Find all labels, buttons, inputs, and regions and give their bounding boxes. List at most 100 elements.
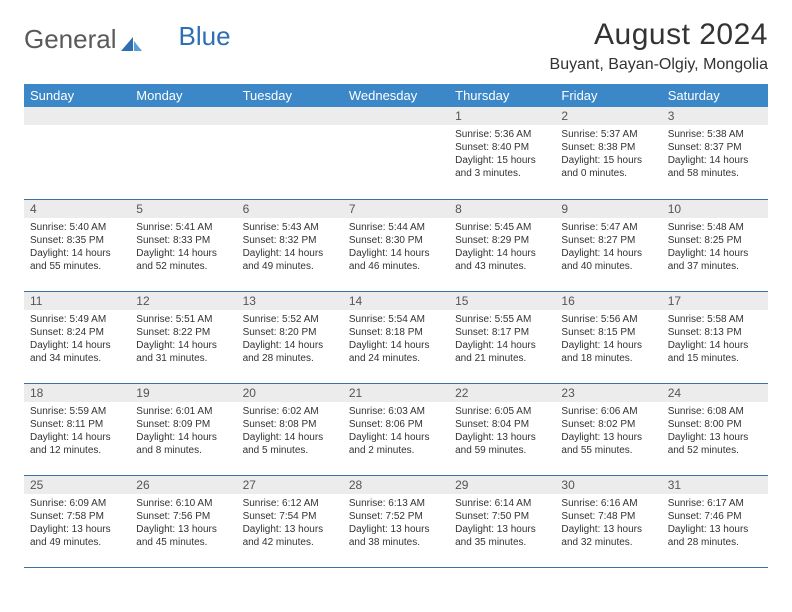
day-cell-13: 13Sunrise: 5:52 AMSunset: 8:20 PMDayligh…	[237, 291, 343, 383]
day-number: 24	[662, 384, 768, 402]
day-number: 29	[449, 476, 555, 494]
day-details: Sunrise: 6:09 AMSunset: 7:58 PMDaylight:…	[24, 494, 130, 553]
brand-text-1: General	[24, 24, 117, 55]
day-cell-23: 23Sunrise: 6:06 AMSunset: 8:02 PMDayligh…	[555, 383, 661, 475]
day-number: 22	[449, 384, 555, 402]
day-details: Sunrise: 5:52 AMSunset: 8:20 PMDaylight:…	[237, 310, 343, 369]
day-cell-9: 9Sunrise: 5:47 AMSunset: 8:27 PMDaylight…	[555, 199, 661, 291]
day-details: Sunrise: 5:40 AMSunset: 8:35 PMDaylight:…	[24, 218, 130, 277]
day-details: Sunrise: 5:43 AMSunset: 8:32 PMDaylight:…	[237, 218, 343, 277]
day-details: Sunrise: 6:05 AMSunset: 8:04 PMDaylight:…	[449, 402, 555, 461]
day-cell-20: 20Sunrise: 6:02 AMSunset: 8:08 PMDayligh…	[237, 383, 343, 475]
day-cell-7: 7Sunrise: 5:44 AMSunset: 8:30 PMDaylight…	[343, 199, 449, 291]
day-number: 23	[555, 384, 661, 402]
day-cell-1: 1Sunrise: 5:36 AMSunset: 8:40 PMDaylight…	[449, 107, 555, 199]
day-cell-4: 4Sunrise: 5:40 AMSunset: 8:35 PMDaylight…	[24, 199, 130, 291]
day-cell-2: 2Sunrise: 5:37 AMSunset: 8:38 PMDaylight…	[555, 107, 661, 199]
day-cell-21: 21Sunrise: 6:03 AMSunset: 8:06 PMDayligh…	[343, 383, 449, 475]
day-number: 6	[237, 200, 343, 218]
day-cell-24: 24Sunrise: 6:08 AMSunset: 8:00 PMDayligh…	[662, 383, 768, 475]
day-number: 2	[555, 107, 661, 125]
month-title: August 2024	[550, 18, 768, 52]
day-cell-19: 19Sunrise: 6:01 AMSunset: 8:09 PMDayligh…	[130, 383, 236, 475]
day-details: Sunrise: 5:55 AMSunset: 8:17 PMDaylight:…	[449, 310, 555, 369]
day-details: Sunrise: 5:49 AMSunset: 8:24 PMDaylight:…	[24, 310, 130, 369]
day-cell-18: 18Sunrise: 5:59 AMSunset: 8:11 PMDayligh…	[24, 383, 130, 475]
day-details: Sunrise: 6:14 AMSunset: 7:50 PMDaylight:…	[449, 494, 555, 553]
day-details: Sunrise: 6:08 AMSunset: 8:00 PMDaylight:…	[662, 402, 768, 461]
day-details: Sunrise: 5:54 AMSunset: 8:18 PMDaylight:…	[343, 310, 449, 369]
day-cell-6: 6Sunrise: 5:43 AMSunset: 8:32 PMDaylight…	[237, 199, 343, 291]
day-cell-29: 29Sunrise: 6:14 AMSunset: 7:50 PMDayligh…	[449, 475, 555, 567]
day-number: 17	[662, 292, 768, 310]
day-number: 12	[130, 292, 236, 310]
empty-cell	[237, 107, 343, 199]
dayheader-sunday: Sunday	[24, 84, 130, 107]
day-cell-3: 3Sunrise: 5:38 AMSunset: 8:37 PMDaylight…	[662, 107, 768, 199]
day-number: 14	[343, 292, 449, 310]
day-cell-26: 26Sunrise: 6:10 AMSunset: 7:56 PMDayligh…	[130, 475, 236, 567]
brand-logo: General Blue	[24, 18, 231, 55]
day-cell-25: 25Sunrise: 6:09 AMSunset: 7:58 PMDayligh…	[24, 475, 130, 567]
dayheader-saturday: Saturday	[662, 84, 768, 107]
day-cell-16: 16Sunrise: 5:56 AMSunset: 8:15 PMDayligh…	[555, 291, 661, 383]
dayheader-friday: Friday	[555, 84, 661, 107]
day-number: 1	[449, 107, 555, 125]
dayheader-wednesday: Wednesday	[343, 84, 449, 107]
empty-cell	[130, 107, 236, 199]
empty-cell	[343, 107, 449, 199]
day-number: 30	[555, 476, 661, 494]
day-details: Sunrise: 6:16 AMSunset: 7:48 PMDaylight:…	[555, 494, 661, 553]
day-details: Sunrise: 5:44 AMSunset: 8:30 PMDaylight:…	[343, 218, 449, 277]
day-number: 9	[555, 200, 661, 218]
day-details: Sunrise: 6:17 AMSunset: 7:46 PMDaylight:…	[662, 494, 768, 553]
day-cell-11: 11Sunrise: 5:49 AMSunset: 8:24 PMDayligh…	[24, 291, 130, 383]
day-number: 16	[555, 292, 661, 310]
day-details: Sunrise: 5:47 AMSunset: 8:27 PMDaylight:…	[555, 218, 661, 277]
day-details: Sunrise: 5:45 AMSunset: 8:29 PMDaylight:…	[449, 218, 555, 277]
day-number: 18	[24, 384, 130, 402]
day-details: Sunrise: 5:51 AMSunset: 8:22 PMDaylight:…	[130, 310, 236, 369]
day-number: 19	[130, 384, 236, 402]
dayheader-thursday: Thursday	[449, 84, 555, 107]
day-details: Sunrise: 6:06 AMSunset: 8:02 PMDaylight:…	[555, 402, 661, 461]
day-cell-31: 31Sunrise: 6:17 AMSunset: 7:46 PMDayligh…	[662, 475, 768, 567]
day-details: Sunrise: 5:36 AMSunset: 8:40 PMDaylight:…	[449, 125, 555, 184]
day-number: 4	[24, 200, 130, 218]
day-number: 21	[343, 384, 449, 402]
day-cell-12: 12Sunrise: 5:51 AMSunset: 8:22 PMDayligh…	[130, 291, 236, 383]
day-details: Sunrise: 6:03 AMSunset: 8:06 PMDaylight:…	[343, 402, 449, 461]
calendar-table: SundayMondayTuesdayWednesdayThursdayFrid…	[24, 84, 768, 568]
day-cell-5: 5Sunrise: 5:41 AMSunset: 8:33 PMDaylight…	[130, 199, 236, 291]
day-details: Sunrise: 5:41 AMSunset: 8:33 PMDaylight:…	[130, 218, 236, 277]
day-details: Sunrise: 6:13 AMSunset: 7:52 PMDaylight:…	[343, 494, 449, 553]
day-details: Sunrise: 6:12 AMSunset: 7:54 PMDaylight:…	[237, 494, 343, 553]
day-number: 25	[24, 476, 130, 494]
day-cell-15: 15Sunrise: 5:55 AMSunset: 8:17 PMDayligh…	[449, 291, 555, 383]
day-details: Sunrise: 5:38 AMSunset: 8:37 PMDaylight:…	[662, 125, 768, 184]
day-cell-28: 28Sunrise: 6:13 AMSunset: 7:52 PMDayligh…	[343, 475, 449, 567]
day-details: Sunrise: 5:48 AMSunset: 8:25 PMDaylight:…	[662, 218, 768, 277]
day-details: Sunrise: 5:37 AMSunset: 8:38 PMDaylight:…	[555, 125, 661, 184]
day-cell-10: 10Sunrise: 5:48 AMSunset: 8:25 PMDayligh…	[662, 199, 768, 291]
day-details: Sunrise: 5:58 AMSunset: 8:13 PMDaylight:…	[662, 310, 768, 369]
day-details: Sunrise: 5:56 AMSunset: 8:15 PMDaylight:…	[555, 310, 661, 369]
day-number: 15	[449, 292, 555, 310]
day-number: 31	[662, 476, 768, 494]
day-number: 27	[237, 476, 343, 494]
day-number: 10	[662, 200, 768, 218]
day-cell-22: 22Sunrise: 6:05 AMSunset: 8:04 PMDayligh…	[449, 383, 555, 475]
day-details: Sunrise: 6:01 AMSunset: 8:09 PMDaylight:…	[130, 402, 236, 461]
day-details: Sunrise: 6:10 AMSunset: 7:56 PMDaylight:…	[130, 494, 236, 553]
day-number: 3	[662, 107, 768, 125]
dayheader-monday: Monday	[130, 84, 236, 107]
day-number: 13	[237, 292, 343, 310]
brand-sail-icon	[119, 29, 143, 47]
day-number: 26	[130, 476, 236, 494]
day-cell-14: 14Sunrise: 5:54 AMSunset: 8:18 PMDayligh…	[343, 291, 449, 383]
day-number: 20	[237, 384, 343, 402]
location-subtitle: Buyant, Bayan-Olgiy, Mongolia	[550, 56, 768, 74]
day-number: 7	[343, 200, 449, 218]
day-number: 5	[130, 200, 236, 218]
day-number: 11	[24, 292, 130, 310]
